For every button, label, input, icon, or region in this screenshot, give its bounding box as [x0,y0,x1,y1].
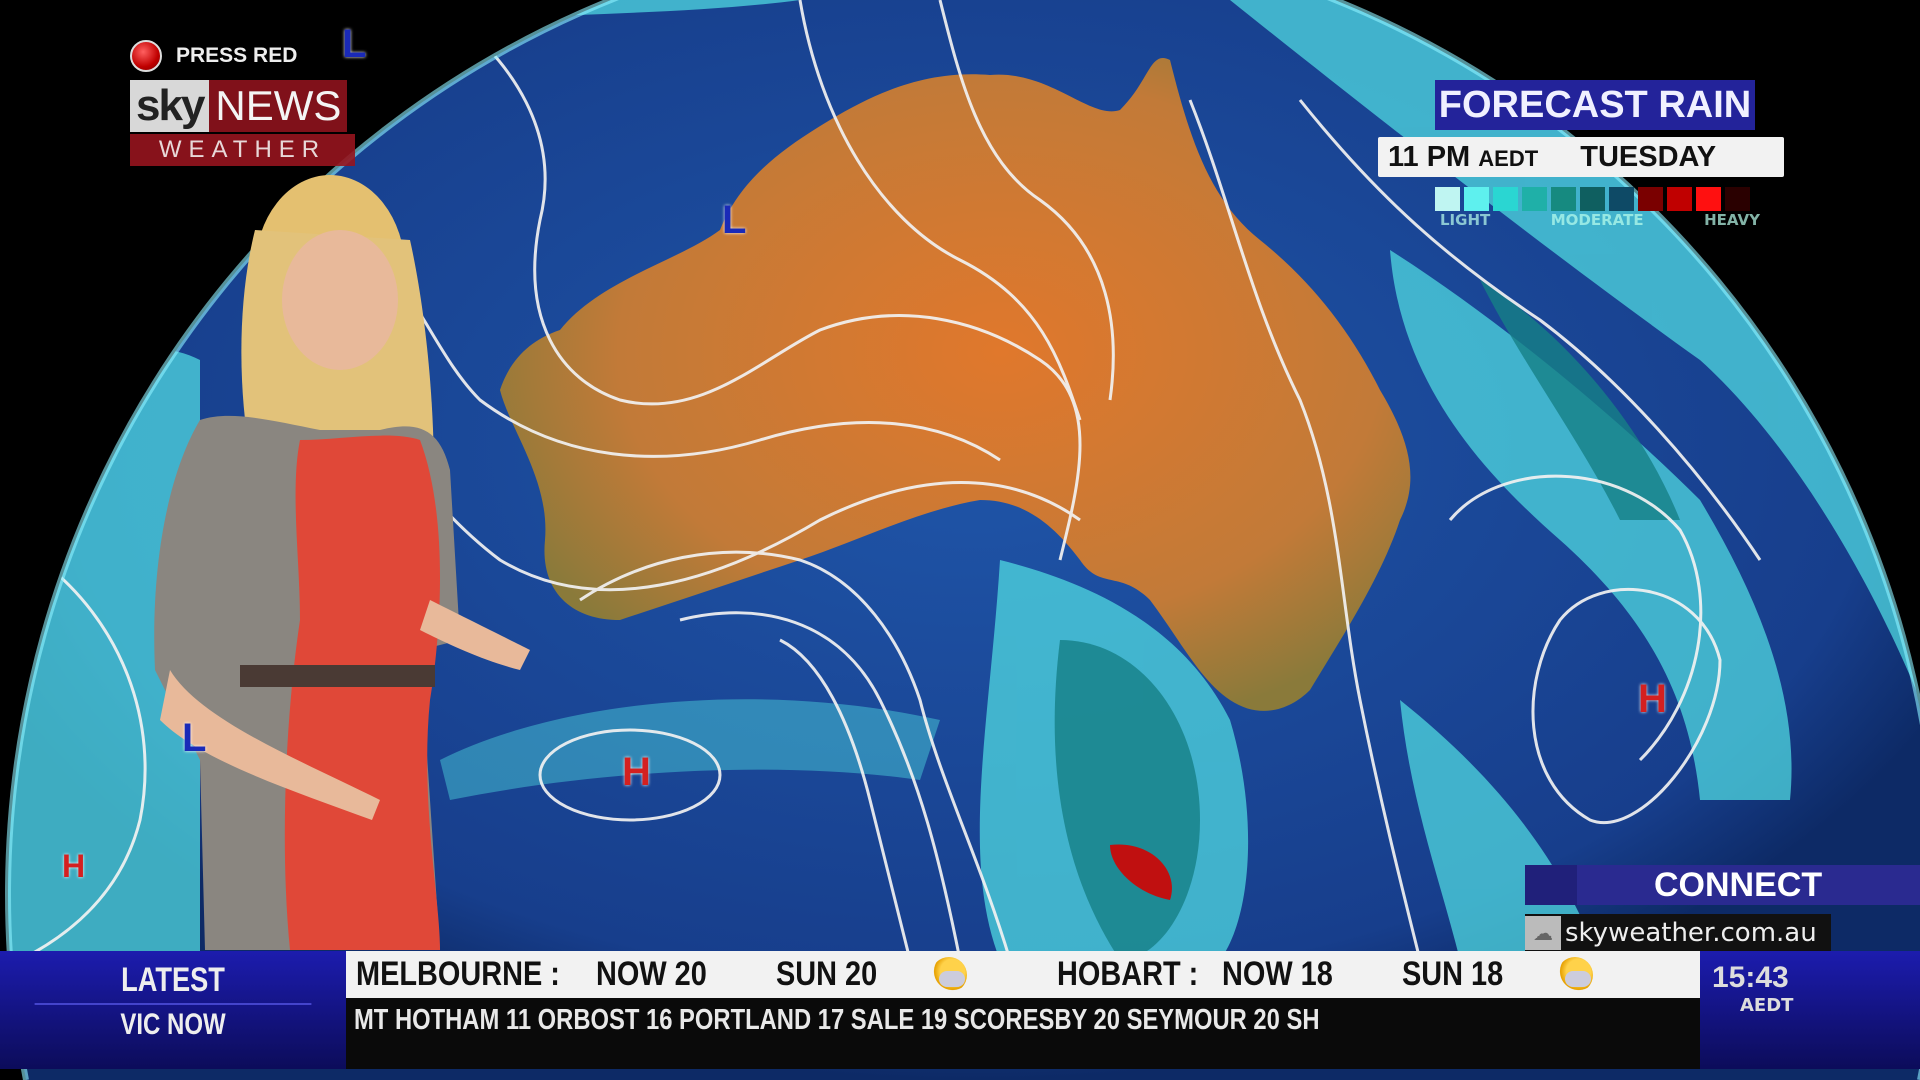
news-wordmark: NEWS [209,80,348,132]
partly-sunny-icon [931,956,967,993]
ticker-latest-label: LATEST [121,961,225,999]
legend-swatch [1464,187,1489,211]
forecast-panel: FORECAST RAIN 11 PM AEDT TUESDAY LIGHT M… [1378,80,1784,229]
forecast-time: 11 PM AEDT TUESDAY [1378,137,1784,177]
legend-heavy: HEAVY [1704,211,1760,229]
press-red-prompt[interactable]: PRESS RED [130,40,355,72]
high-pressure-marker: H [622,750,651,794]
ticker-clock: 15:43 AEDT [1700,951,1920,1069]
forecast-day: TUESDAY [1580,141,1717,173]
legend-swatch [1696,187,1721,211]
weather-wordmark: WEATHER [130,134,355,166]
globe-glow [5,0,1920,1080]
legend-swatch [1725,187,1750,211]
legend-moderate: MODERATE [1550,211,1644,229]
legend-swatch [1667,187,1692,211]
legend-swatch [1522,187,1547,211]
ticker-scroll: MT HOTHAM 11 ORBOST 16 PORTLAND 17 SALE … [346,998,1700,1069]
ticker-scroll-text: MT HOTHAM 11 ORBOST 16 PORTLAND 17 SALE … [354,1004,1320,1036]
ticker-now: NOW 18 [1222,955,1333,993]
press-red-label: PRESS RED [176,44,298,67]
news-ticker: LATEST VIC NOW MELBOURNE : NOW 20 SUN 20… [0,951,1920,1069]
ticker-city: HOBART : [1057,955,1199,993]
weather-app-icon: ☁ [1525,916,1561,950]
high-pressure-marker: H [62,848,86,884]
low-pressure-marker: L [722,198,747,242]
ticker-sun: SUN 20 [776,955,878,993]
australia-landmass [500,58,1411,711]
low-pressure-marker: L [182,716,207,760]
legend-swatch [1638,187,1663,211]
forecast-timezone: AEDT [1478,146,1539,171]
connect-title: CONNECT [1525,865,1920,905]
red-button-icon [130,40,162,72]
legend-swatch [1551,187,1576,211]
forecast-title: FORECAST RAIN [1435,80,1755,130]
legend-swatch [1435,187,1460,211]
partly-sunny-icon [1557,956,1593,993]
ticker-now: NOW 20 [596,955,707,993]
connect-panel: CONNECT ☁ skyweather.com.au [1525,865,1920,952]
rain-legend [1435,187,1784,211]
legend-swatch [1580,187,1605,211]
ticker-sun: SUN 18 [1402,955,1504,993]
sky-wordmark: sky [130,80,210,132]
legend-swatch [1493,187,1518,211]
legend-swatch [1609,187,1634,211]
website-url: skyweather.com.au [1565,918,1817,948]
presenter [154,175,530,950]
clock-time: 15:43 [1712,961,1789,994]
ticker-region-label: VIC NOW [34,1003,312,1045]
high-pressure-marker: H [1638,677,1667,721]
forecast-hour: 11 PM [1388,141,1471,173]
sky-news-weather-logo: PRESS RED sky NEWS WEATHER [130,40,355,166]
clock-timezone: AEDT [1740,995,1794,1016]
ticker-city-forecasts: MELBOURNE : NOW 20 SUN 20 HOBART : NOW 1… [346,951,1700,998]
low-pressure-marker: L [342,22,367,66]
isobars [19,0,1762,962]
ticker-city: MELBOURNE : [356,955,560,993]
website-link[interactable]: ☁ skyweather.com.au [1525,914,1831,952]
legend-light: LIGHT [1440,211,1491,229]
